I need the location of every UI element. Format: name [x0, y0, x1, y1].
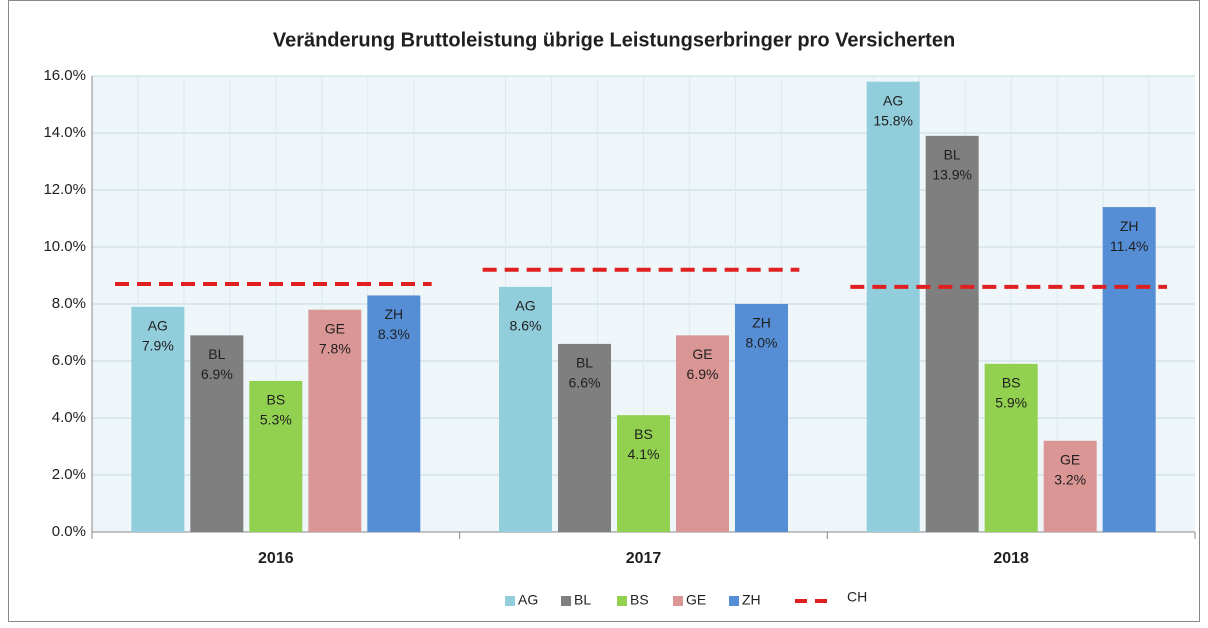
bar [131, 306, 185, 532]
bar-series-label: BL [208, 346, 225, 362]
y-tick-label: 2.0% [52, 466, 86, 483]
bar-series-label: BS [1002, 375, 1021, 391]
y-tick-label: 14.0% [43, 124, 86, 141]
bar [676, 335, 729, 532]
bar [249, 380, 303, 532]
legend-swatch [505, 596, 515, 606]
bar-series-label: ZH [752, 315, 771, 331]
bar-series-label: BS [266, 392, 285, 408]
bar-value-label: 7.8% [319, 340, 351, 356]
legend-swatch [729, 596, 739, 606]
y-tick-label: 12.0% [43, 181, 86, 198]
bar-value-label: 8.3% [378, 326, 410, 342]
bar [925, 135, 979, 532]
bar [499, 286, 552, 532]
x-tick-label: 2018 [993, 550, 1029, 567]
bar-value-label: 8.0% [746, 335, 778, 351]
bar [1102, 207, 1156, 532]
y-tick-label: 16.0% [43, 67, 86, 84]
bar [617, 415, 670, 532]
bar-series-label: GE [692, 346, 712, 362]
bar-series-label: GE [325, 320, 345, 336]
bar-value-label: 6.6% [569, 375, 601, 391]
bar-series-label: BL [576, 355, 593, 371]
bar-series-label: BS [634, 426, 653, 442]
bar-series-label: BL [944, 147, 961, 163]
legend-label: CH [847, 589, 867, 605]
legend-label: ZH [742, 592, 761, 608]
bar-value-label: 8.6% [510, 318, 542, 334]
bar-series-label: ZH [1120, 218, 1139, 234]
y-tick-label: 8.0% [52, 295, 86, 312]
y-tick-label: 6.0% [52, 352, 86, 369]
bar [984, 363, 1038, 532]
bar-value-label: 5.9% [995, 395, 1027, 411]
bar [367, 295, 421, 532]
bar-value-label: 3.2% [1054, 472, 1086, 488]
legend-swatch [617, 596, 627, 606]
bar-series-label: AG [883, 92, 903, 108]
legend-label: GE [686, 592, 706, 608]
legend-label: AG [518, 592, 538, 608]
bar [735, 304, 788, 532]
y-tick-label: 0.0% [52, 523, 86, 540]
bar-value-label: 6.9% [687, 366, 719, 382]
legend-swatch [673, 596, 683, 606]
bar-value-label: 11.4% [1110, 238, 1149, 254]
y-tick-label: 4.0% [52, 409, 86, 426]
x-tick-label: 2017 [626, 550, 662, 567]
bar-value-label: 7.9% [142, 338, 174, 354]
bar-value-label: 4.1% [628, 446, 660, 462]
bar-series-label: AG [148, 318, 168, 334]
bar-series-label: AG [515, 298, 535, 314]
bar-series-label: GE [1060, 452, 1080, 468]
bar-value-label: 6.9% [201, 366, 233, 382]
chart-title: Veränderung Bruttoleistung übrige Leistu… [273, 29, 955, 51]
y-tick-label: 10.0% [43, 238, 86, 255]
bar [308, 309, 362, 532]
bar-series-label: ZH [384, 306, 403, 322]
bar-value-label: 15.8% [873, 112, 913, 128]
bar [190, 335, 244, 532]
bar-value-label: 13.9% [932, 167, 972, 183]
bar [558, 343, 611, 532]
bar [866, 81, 920, 532]
legend-label: BL [574, 592, 591, 608]
bar [1043, 440, 1097, 532]
x-tick-label: 2016 [258, 550, 294, 567]
legend-label: BS [630, 592, 649, 608]
bar-value-label: 5.3% [260, 412, 292, 428]
legend-swatch [561, 596, 571, 606]
